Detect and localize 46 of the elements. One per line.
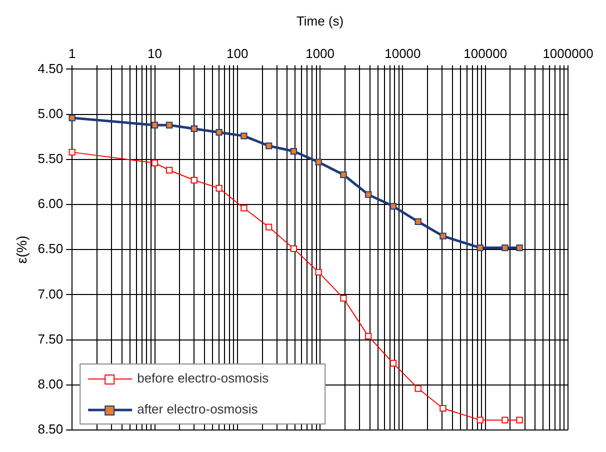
x-tick-label: 1000 [306,46,335,61]
x-tick-label: 1 [68,46,76,61]
point [216,129,222,136]
point [440,405,446,412]
point [166,122,173,128]
x-tick-label: 100 [226,46,248,61]
y-tick-label: 5.50 [38,150,64,166]
x-tick-label: 100000 [464,46,508,61]
legend-label: before electro-osmosis [137,370,270,386]
point [290,148,298,155]
x-tick-label: 10 [148,46,162,61]
point [240,132,248,140]
point [190,176,198,184]
point [340,171,347,178]
point [166,166,173,174]
point [516,416,523,424]
y-tick-label: 7.00 [38,286,64,302]
x-tick-label: 1000000 [542,46,594,61]
point [265,224,272,230]
y-tick-label: 4.50 [38,60,64,76]
point [390,202,397,210]
point [240,204,248,212]
point [340,294,347,302]
legend-label: after electro-osmosis [137,402,258,417]
point [290,245,298,252]
point [190,125,198,132]
x-axis-title: Time (s) [296,13,344,28]
point [414,385,422,392]
y-tick-label: 6.00 [38,196,64,212]
point [315,268,322,276]
point [216,184,222,192]
point [414,218,422,225]
x-tick-label: 10000 [384,46,421,61]
y-tick-label: 5.00 [38,106,64,121]
y-tick-label: 6.50 [38,241,64,256]
point [365,191,372,198]
y-tick-label: 8.00 [38,376,64,392]
point [265,142,272,150]
point [315,158,322,166]
point [365,332,372,340]
point [440,232,446,240]
y-tick-label: 8.50 [38,422,64,437]
y-tick-label: 7.50 [38,331,64,346]
point [516,244,523,252]
point [390,360,397,367]
y-axis-title: ε(%) [13,236,30,264]
